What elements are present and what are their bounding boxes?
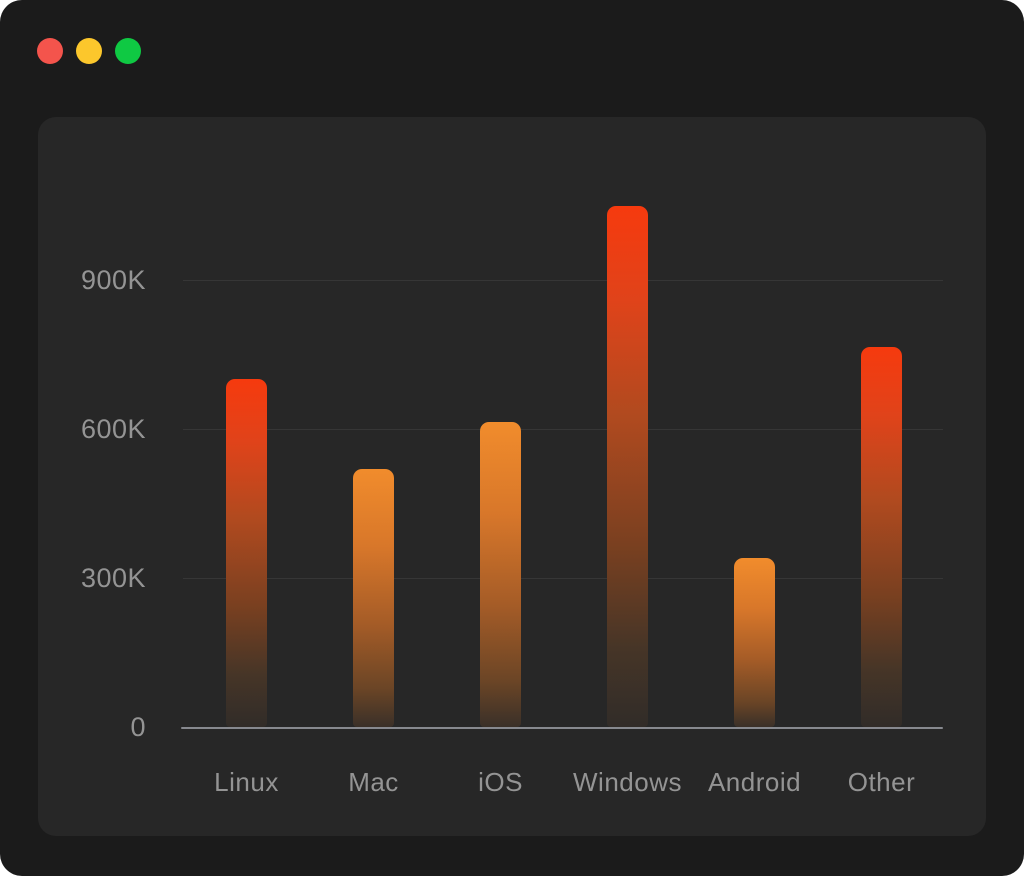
y-axis-tick-label: 0 — [130, 712, 146, 742]
chart-card: 900K 600K 300K 0 Linux Mac iOS Windows Android Ot… — [38, 117, 986, 836]
x-axis-label-linux: Linux — [214, 767, 279, 797]
y-axis-tick-label: 600K — [80, 414, 146, 444]
y-axis-tick-label: 300K — [80, 563, 146, 593]
bar-android — [734, 558, 775, 727]
window-controls — [37, 38, 141, 64]
gridline-900k — [183, 280, 943, 281]
x-axis-label-other: Other — [847, 767, 916, 797]
maximize-button[interactable] — [115, 38, 141, 64]
bar-linux — [226, 379, 267, 727]
bar-other — [861, 347, 902, 727]
close-button[interactable] — [37, 38, 63, 64]
x-axis-label-mac: Mac — [348, 767, 399, 797]
bar-mac — [353, 468, 394, 727]
x-axis-label-ios: iOS — [478, 767, 523, 797]
x-axis-line — [181, 727, 943, 729]
x-axis-label-android: Android — [707, 767, 802, 797]
gridline-300k — [183, 578, 943, 579]
minimize-button[interactable] — [76, 38, 102, 64]
y-axis-tick-label: 900K — [80, 265, 146, 295]
x-axis-label-windows: Windows — [573, 767, 682, 797]
bar-windows — [607, 205, 648, 727]
gridline-600k — [183, 429, 943, 430]
bar-ios — [480, 421, 521, 727]
